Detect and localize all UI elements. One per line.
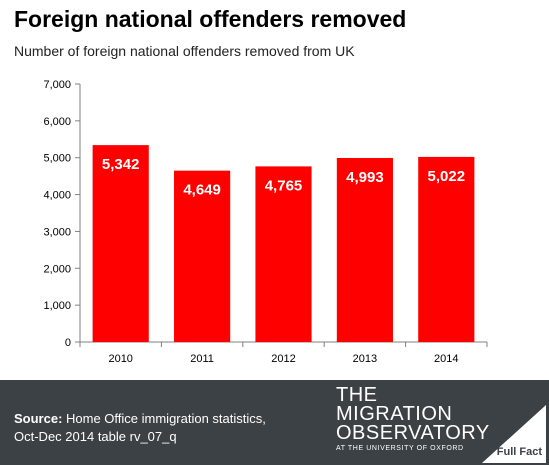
y-tick-label: 5,000 [43, 153, 71, 165]
x-tick-label: 2011 [190, 353, 214, 365]
x-tick-label: 2010 [108, 353, 132, 365]
logo-subline: AT THE UNIVERSITY OF OXFORD [336, 445, 464, 452]
bar-2014 [418, 156, 475, 342]
y-tick-label: 2,000 [43, 263, 71, 275]
source-text: Home Office immigration statistics, [62, 411, 266, 426]
bar-2013 [336, 157, 393, 342]
data-label: 4,649 [183, 182, 221, 199]
bar-2011 [174, 170, 231, 342]
logo-line-migration: MIGRATION [336, 403, 453, 425]
bar-2012 [255, 166, 312, 342]
bar-2010 [92, 145, 149, 342]
chart-subtitle: Number of foreign national offenders rem… [14, 43, 355, 59]
y-tick-label: 1,000 [43, 300, 71, 312]
data-label: 4,993 [346, 169, 384, 186]
source-label: Source: [14, 411, 63, 426]
svg-text:Full Fact: Full Fact [497, 446, 543, 458]
y-tick-label: 4,000 [43, 190, 71, 202]
chart-title: Foreign national offenders removed [14, 6, 407, 32]
bar-chart: 0 1,000 2,000 3,000 4,000 5,000 6,000 7,000 5,3… [43, 79, 488, 365]
x-tick-label: 2014 [434, 353, 458, 365]
y-tick-label: 3,000 [43, 226, 71, 238]
data-label: 5,022 [428, 168, 466, 185]
footer-bar: Source: Home Office immigration statisti… [0, 380, 549, 465]
y-tick-label: 7,000 [43, 79, 71, 91]
y-tick-label: 0 [65, 337, 71, 349]
full-fact-logo: Full Fact [482, 405, 546, 463]
logo-line-observatory: OBSERVATORY [336, 422, 490, 444]
data-label: 5,342 [102, 156, 140, 173]
migration-observatory-logo: THE MIGRATION OBSERVATORY AT THE UNIVERS… [336, 384, 490, 452]
data-label: 4,765 [265, 177, 303, 194]
y-tick-label: 6,000 [43, 116, 71, 128]
logo-line-the: THE [336, 384, 378, 406]
source-text-line2: Oct-Dec 2014 table rv_07_q [14, 429, 177, 444]
x-tick-label: 2013 [353, 353, 377, 365]
x-tick-label: 2012 [271, 353, 295, 365]
source-note: Source: Home Office immigration statisti… [14, 410, 266, 446]
